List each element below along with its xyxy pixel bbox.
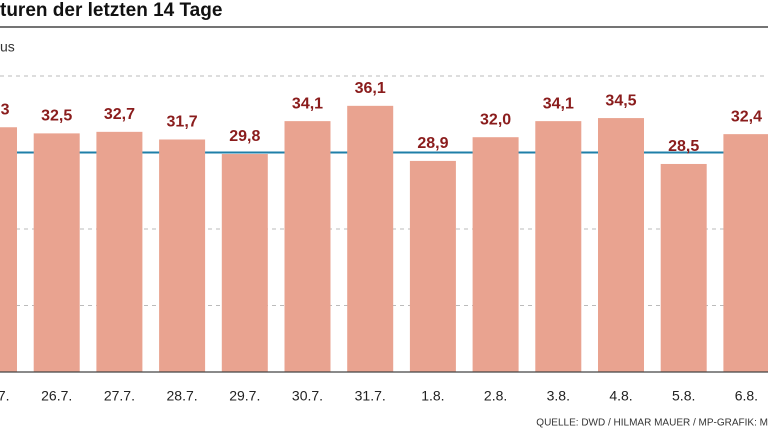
x-tick-label: 26.7. — [41, 388, 72, 404]
value-label: 28,9 — [417, 135, 448, 152]
x-tick-label: 1.8. — [421, 388, 444, 404]
value-label: 36,1 — [355, 80, 386, 97]
x-tick-label: 29.7. — [229, 388, 260, 404]
bar — [221, 154, 268, 372]
value-label: 33,3 — [0, 101, 10, 118]
value-label: 34,1 — [543, 95, 574, 112]
x-tick-label: 4.8. — [609, 388, 632, 404]
bar — [535, 121, 582, 372]
bar — [660, 163, 707, 372]
axis-label: us — [0, 39, 15, 55]
value-label: 29,8 — [229, 128, 260, 145]
value-label: 28,5 — [668, 138, 699, 155]
x-tick-label: 30.7. — [292, 388, 323, 404]
value-label: 32,0 — [480, 111, 511, 128]
x-tick-label: 27.7. — [104, 388, 135, 404]
bar — [0, 127, 17, 372]
x-tick-label: 2.8. — [484, 388, 507, 404]
source: QUELLE: DWD / HILMAR MAUER / MP-GRAFIK: … — [536, 418, 768, 429]
x-tick-label: 5.8. — [672, 388, 695, 404]
bar — [96, 131, 143, 372]
value-label: 32,7 — [104, 106, 135, 123]
bar — [472, 137, 519, 372]
x-tick-label: 3.8. — [547, 388, 570, 404]
value-label: 34,1 — [292, 95, 323, 112]
bar — [409, 160, 456, 372]
chart-title: turen der letzten 14 Tage — [0, 0, 222, 21]
bar — [598, 118, 644, 372]
x-tick-label: 25.7. — [0, 388, 10, 404]
x-tick-label: 28.7. — [167, 388, 198, 404]
x-tick-label: 6.8. — [735, 388, 758, 404]
bar — [284, 121, 331, 372]
bar — [347, 105, 394, 373]
value-label: 32,5 — [41, 108, 72, 125]
bar — [33, 133, 80, 372]
bar — [159, 139, 206, 372]
x-tick-label: 31.7. — [355, 388, 386, 404]
value-label: 32,4 — [731, 108, 762, 125]
value-label: 34,5 — [605, 92, 636, 109]
bar — [723, 134, 768, 372]
value-label: 31,7 — [167, 114, 198, 131]
